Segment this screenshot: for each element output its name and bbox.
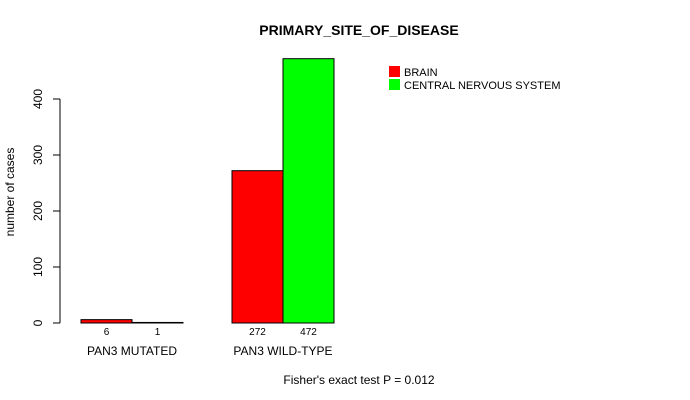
y-axis: 0 100 200 300 400: [31, 89, 61, 326]
chart-title: PRIMARY_SITE_OF_DISEASE: [259, 22, 458, 38]
y-ticks: 0 100 200 300 400: [31, 89, 60, 326]
bar-value-label: 272: [249, 327, 266, 338]
bar-central-nervous-system-wild-type: [282, 58, 335, 324]
legend-swatch: [389, 79, 400, 90]
fisher-test-footnote: Fisher's exact test P = 0.012: [283, 373, 434, 387]
bar-value-label: 6: [104, 327, 110, 338]
y-axis-label: number of cases: [3, 148, 17, 237]
category-labels: PAN3 MUTATED PAN3 WILD-TYPE: [87, 344, 333, 358]
y-tick-label: 100: [31, 257, 45, 277]
bar-value-label: 472: [300, 327, 317, 338]
category-label: PAN3 MUTATED: [87, 344, 177, 358]
bars: [80, 58, 335, 324]
y-tick-label: 0: [31, 319, 45, 326]
bar-central-nervous-system-mutated: [131, 321, 184, 324]
legend-label: BRAIN: [404, 67, 438, 79]
value-labels: 6 1 272 472: [104, 327, 318, 338]
category-label: PAN3 WILD-TYPE: [233, 344, 332, 358]
y-tick-label: 400: [31, 89, 45, 109]
bar-brain-wild-type: [231, 170, 284, 324]
legend-label: CENTRAL NERVOUS SYSTEM: [404, 80, 560, 92]
y-tick-label: 300: [31, 145, 45, 165]
y-tick-label: 200: [31, 201, 45, 221]
legend-swatch: [389, 66, 400, 77]
bar-brain-mutated: [80, 319, 133, 324]
bar-value-label: 1: [155, 327, 161, 338]
